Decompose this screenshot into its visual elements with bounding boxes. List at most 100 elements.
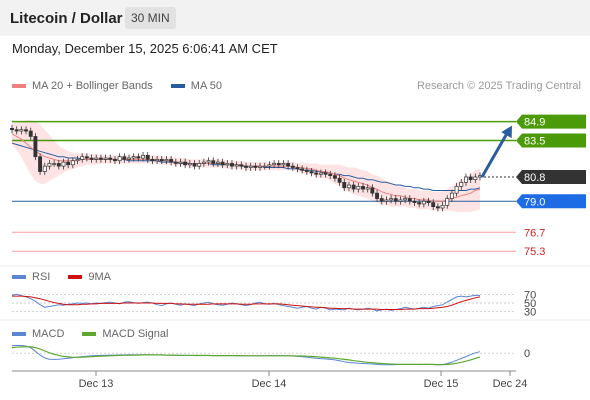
- candle-body: [403, 198, 408, 201]
- candle-body: [272, 163, 277, 166]
- candle-body: [370, 187, 375, 194]
- candle-body: [361, 186, 365, 190]
- candle-body: [379, 198, 384, 202]
- candle-body: [122, 156, 127, 160]
- chart-header: Litecoin / Dollar 30 MIN: [0, 0, 590, 36]
- candle-body: [267, 164, 272, 167]
- candle-body: [187, 163, 192, 166]
- candle-body: [117, 156, 122, 162]
- macd-legend: MACD MACD Signal: [12, 328, 168, 340]
- rsi-ma-line: [12, 295, 481, 310]
- candle-body: [473, 176, 478, 180]
- candle-body: [98, 157, 103, 160]
- candle-body: [412, 200, 417, 203]
- ma50-legend-label: MA 50: [190, 80, 222, 92]
- candle-body: [244, 165, 248, 168]
- candle-body: [239, 164, 244, 167]
- candle-body: [276, 163, 281, 166]
- candle-body: [24, 129, 28, 132]
- candle-body: [426, 200, 431, 203]
- rsi-ma-swatch: [68, 275, 83, 279]
- macd-swatch: [12, 332, 26, 336]
- candle-body: [342, 182, 347, 189]
- level-label-80.8: 80.8: [524, 172, 545, 184]
- candle-body: [459, 182, 464, 187]
- candle-body: [145, 155, 150, 160]
- candle-body: [173, 161, 178, 164]
- candle-body: [356, 186, 361, 190]
- x-tick-label-0: Dec 13: [79, 378, 114, 390]
- price-legend: MA 20 + Bollinger Bands MA 50: [12, 80, 222, 92]
- candle-body: [197, 163, 202, 167]
- x-tick-label-3: Dec 24: [493, 378, 528, 390]
- ma20-legend-label: MA 20 + Bollinger Bands: [32, 80, 153, 92]
- research-credit: Research © 2025 Trading Central: [416, 80, 581, 92]
- rsi-swatch: [12, 275, 26, 279]
- candle-body: [215, 161, 220, 164]
- x-tick-label-1: Dec 14: [252, 378, 287, 390]
- candle-body: [10, 128, 14, 131]
- candle-body: [211, 160, 216, 164]
- level-label-75.3: 75.3: [524, 246, 545, 258]
- chart-datetime: Monday, December 15, 2025 6:06:41 AM CET: [12, 41, 278, 56]
- candle-body: [281, 163, 286, 166]
- candle-body: [328, 173, 333, 176]
- candle-body: [230, 163, 234, 167]
- candle-body: [234, 164, 239, 167]
- candle-body: [75, 159, 80, 162]
- macd-signal-legend-label: MACD Signal: [102, 328, 169, 340]
- candle-body: [56, 163, 61, 167]
- level-tag-80.8: [516, 169, 586, 184]
- candle-body: [407, 198, 412, 202]
- candle-body: [131, 156, 136, 159]
- candle-body: [384, 199, 389, 202]
- candle-body: [47, 163, 52, 167]
- rsi-tick-50: 50: [524, 298, 536, 310]
- candle-body: [347, 184, 351, 189]
- level-label-83.5: 83.5: [524, 136, 545, 148]
- candle-body: [440, 204, 445, 209]
- candle-body: [295, 167, 300, 170]
- candle-body: [192, 163, 197, 167]
- candle-body: [108, 157, 113, 160]
- candle-body: [300, 168, 305, 171]
- candle-body: [417, 202, 422, 205]
- candle-body: [61, 161, 66, 167]
- level-tag-83.5: [516, 133, 586, 148]
- candle-body: [33, 136, 38, 158]
- macd-tick-0: 0: [524, 348, 530, 360]
- candle-body: [262, 165, 267, 168]
- level-label-79.0: 79.0: [524, 196, 545, 208]
- candle-body: [28, 130, 33, 137]
- rsi-ma-legend-label: 9MA: [88, 271, 111, 283]
- candle-body: [52, 163, 57, 165]
- candle-body: [225, 163, 230, 166]
- candle-body: [431, 202, 436, 208]
- candle-body: [248, 165, 253, 168]
- ma50-swatch: [170, 84, 185, 88]
- x-tick-label-2: Dec 15: [424, 378, 459, 390]
- candle-body: [449, 192, 454, 199]
- candle-body: [290, 165, 295, 168]
- candle-body: [113, 159, 117, 162]
- candle-body: [150, 159, 155, 162]
- candle-body: [89, 157, 94, 160]
- candle-body: [164, 159, 169, 162]
- candle-body: [421, 200, 426, 205]
- candle-body: [19, 129, 24, 132]
- candle-body: [42, 165, 47, 172]
- candle-body: [14, 129, 19, 132]
- timeframe-badge[interactable]: 30 MIN: [125, 7, 176, 29]
- candle-body: [286, 163, 291, 167]
- candle-body: [389, 198, 394, 201]
- candle-body: [183, 161, 188, 166]
- ma20-swatch: [12, 84, 26, 88]
- candle-body: [178, 161, 183, 164]
- candle-body: [94, 157, 99, 160]
- level-tag-84.9: [516, 114, 586, 129]
- rsi-tick-70: 70: [524, 289, 536, 301]
- candle-body: [136, 156, 141, 159]
- rsi-legend: RSI 9MA: [12, 271, 111, 283]
- candle-body: [206, 160, 211, 163]
